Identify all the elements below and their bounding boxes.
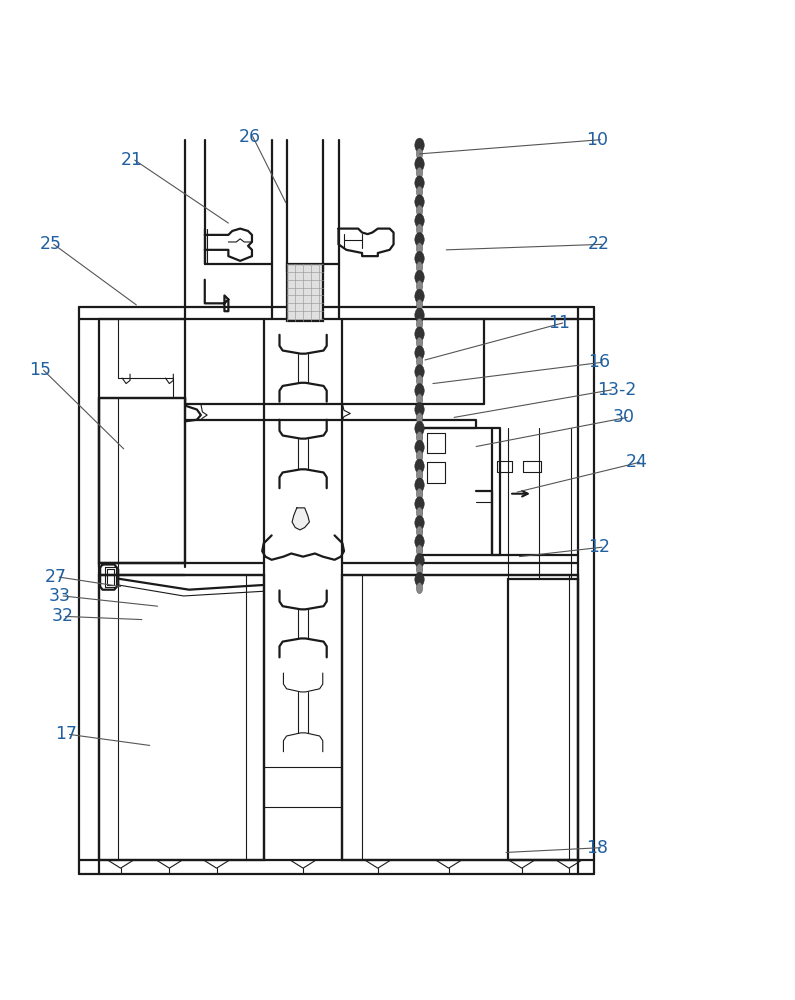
Text: 11: 11 bbox=[549, 314, 571, 332]
Text: 27: 27 bbox=[45, 568, 67, 586]
Ellipse shape bbox=[417, 262, 423, 273]
Ellipse shape bbox=[417, 564, 423, 575]
Ellipse shape bbox=[417, 469, 423, 480]
Text: 13-2: 13-2 bbox=[597, 381, 637, 399]
Text: 30: 30 bbox=[613, 408, 635, 426]
Bar bbox=[508, 579, 579, 860]
Ellipse shape bbox=[417, 375, 423, 386]
Text: 22: 22 bbox=[588, 235, 610, 253]
Ellipse shape bbox=[415, 251, 425, 266]
Ellipse shape bbox=[417, 394, 423, 405]
Ellipse shape bbox=[415, 195, 425, 209]
Ellipse shape bbox=[417, 432, 423, 443]
Ellipse shape bbox=[415, 138, 425, 152]
Polygon shape bbox=[292, 508, 309, 530]
Ellipse shape bbox=[417, 148, 423, 159]
Ellipse shape bbox=[415, 270, 425, 284]
Text: 24: 24 bbox=[626, 453, 647, 471]
Ellipse shape bbox=[415, 384, 425, 398]
Ellipse shape bbox=[417, 299, 423, 310]
Ellipse shape bbox=[415, 289, 425, 303]
Ellipse shape bbox=[417, 450, 423, 461]
Ellipse shape bbox=[415, 535, 425, 549]
Text: 18: 18 bbox=[586, 839, 608, 857]
Text: 33: 33 bbox=[49, 587, 71, 605]
Ellipse shape bbox=[417, 583, 423, 594]
Ellipse shape bbox=[417, 243, 423, 254]
Ellipse shape bbox=[415, 402, 425, 417]
Ellipse shape bbox=[417, 205, 423, 216]
Ellipse shape bbox=[415, 157, 425, 171]
Text: 32: 32 bbox=[52, 607, 73, 625]
Ellipse shape bbox=[415, 365, 425, 379]
Ellipse shape bbox=[417, 281, 423, 292]
Ellipse shape bbox=[417, 413, 423, 424]
Ellipse shape bbox=[415, 176, 425, 190]
Ellipse shape bbox=[415, 459, 425, 473]
Ellipse shape bbox=[415, 572, 425, 587]
Ellipse shape bbox=[415, 214, 425, 228]
Ellipse shape bbox=[415, 346, 425, 360]
Bar bbox=[99, 398, 185, 563]
Text: 21: 21 bbox=[121, 151, 142, 169]
Text: 10: 10 bbox=[586, 131, 608, 149]
Text: 12: 12 bbox=[588, 538, 610, 556]
Ellipse shape bbox=[417, 337, 423, 348]
Ellipse shape bbox=[415, 553, 425, 568]
Text: 15: 15 bbox=[29, 361, 52, 379]
Ellipse shape bbox=[417, 356, 423, 367]
Bar bbox=[287, 264, 323, 321]
Ellipse shape bbox=[417, 186, 423, 197]
Text: 16: 16 bbox=[588, 353, 610, 371]
Ellipse shape bbox=[415, 421, 425, 435]
Bar bbox=[343, 575, 579, 860]
Ellipse shape bbox=[415, 497, 425, 511]
Ellipse shape bbox=[417, 526, 423, 537]
Ellipse shape bbox=[415, 327, 425, 341]
Ellipse shape bbox=[415, 233, 425, 247]
Ellipse shape bbox=[417, 167, 423, 178]
Text: 26: 26 bbox=[238, 128, 261, 146]
Ellipse shape bbox=[415, 516, 425, 530]
Ellipse shape bbox=[415, 308, 425, 322]
Ellipse shape bbox=[417, 507, 423, 518]
Ellipse shape bbox=[415, 440, 425, 454]
Text: 17: 17 bbox=[56, 725, 77, 743]
Ellipse shape bbox=[417, 318, 423, 329]
Bar bbox=[99, 575, 264, 860]
Text: 25: 25 bbox=[40, 235, 61, 253]
Ellipse shape bbox=[417, 488, 423, 499]
Ellipse shape bbox=[415, 478, 425, 492]
Ellipse shape bbox=[417, 224, 423, 235]
Ellipse shape bbox=[417, 545, 423, 556]
